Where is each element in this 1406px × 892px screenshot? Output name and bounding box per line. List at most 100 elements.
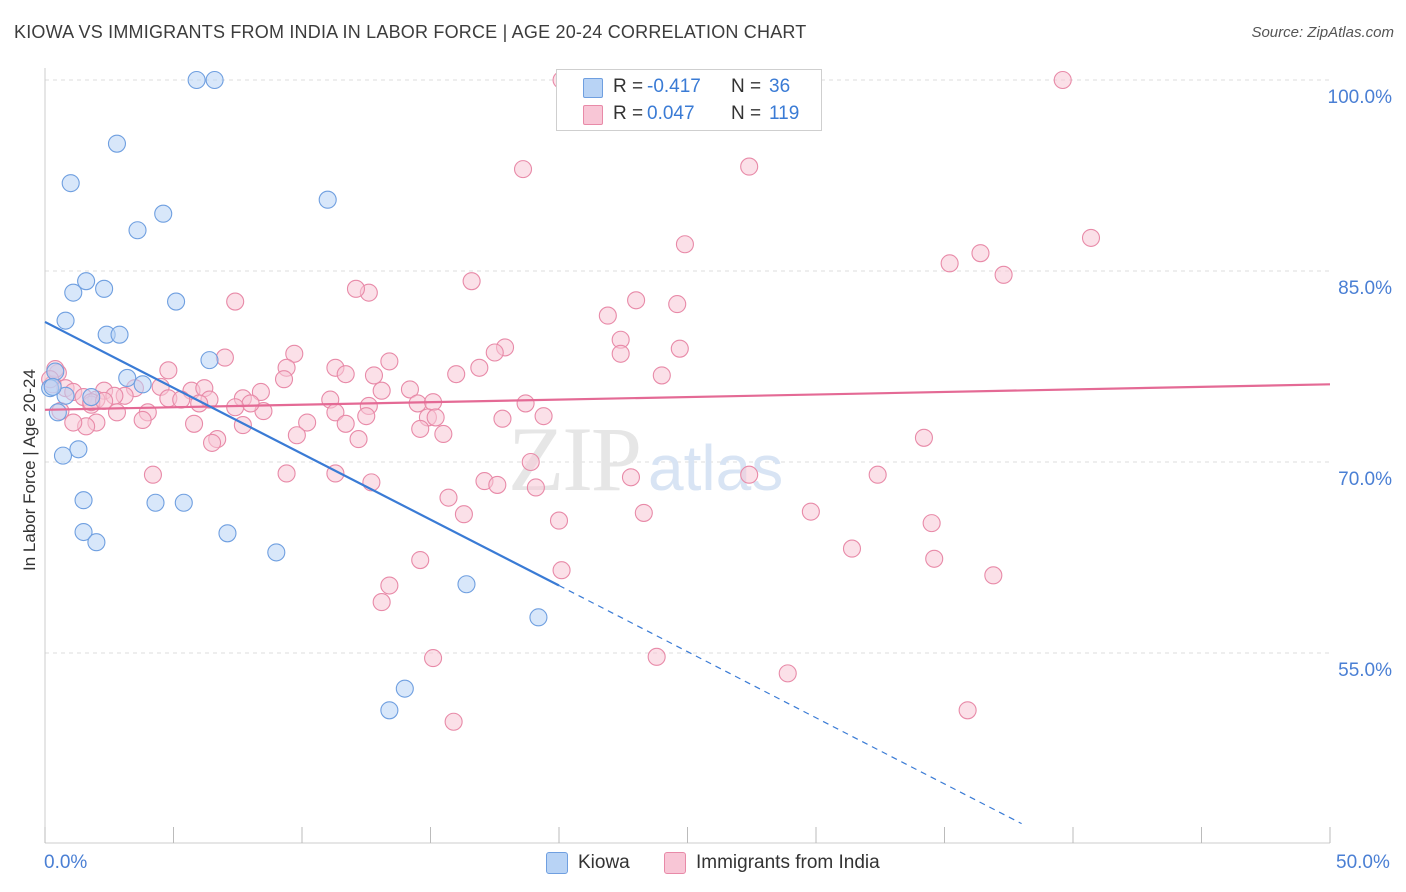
india-point: [485, 343, 504, 362]
kiowa-point: [267, 543, 286, 562]
r-label: R =: [613, 76, 644, 97]
y-tick-labels: 55.0% 70.0% 85.0% 100.0%: [1328, 87, 1393, 681]
india-point: [647, 647, 666, 666]
chart-title: KIOWA VS IMMIGRANTS FROM INDIA IN LABOR …: [14, 22, 807, 42]
grid-lines: [45, 79, 1330, 654]
kiowa-points: [41, 70, 548, 720]
india-point: [958, 701, 977, 720]
india-point: [143, 465, 162, 484]
india-point: [598, 306, 617, 325]
legend-item-india: Immigrants from India: [664, 852, 880, 874]
india-point: [298, 413, 317, 432]
india-point: [740, 157, 759, 176]
india-point: [842, 539, 862, 558]
india-point: [444, 712, 463, 731]
kiowa-trendline: [44, 320, 560, 587]
india-point: [215, 348, 234, 367]
india-point: [521, 452, 540, 472]
kiowa-point: [118, 368, 137, 388]
svg-text:atlas: atlas: [648, 432, 783, 504]
kiowa-point: [74, 491, 93, 510]
india-point: [346, 279, 366, 298]
india-point: [984, 566, 1003, 585]
india-point: [922, 514, 941, 533]
india-point: [400, 380, 419, 399]
kiowa-point: [46, 362, 65, 381]
india-point: [380, 576, 399, 595]
india-point: [64, 413, 83, 432]
trendlines: [44, 320, 1331, 825]
india-point: [434, 424, 453, 444]
kiowa-point: [87, 533, 106, 552]
india-point: [668, 295, 687, 314]
india-trendline: [44, 383, 1331, 411]
india-point: [424, 649, 443, 668]
source-credit: Source: ZipAtlas.com: [1251, 24, 1394, 41]
india-point: [336, 365, 355, 384]
x-max-label: 50.0%: [1336, 852, 1390, 873]
india-point: [925, 549, 944, 568]
india-point: [740, 465, 759, 484]
india-point: [801, 502, 820, 521]
india-point: [133, 410, 152, 430]
india-point: [971, 244, 990, 263]
india-point: [277, 464, 296, 483]
india-point: [185, 414, 204, 433]
stats-legend: R = -0.417 N = 36 R = 0.047 N = 119: [556, 69, 822, 131]
india-point: [226, 398, 245, 417]
india-point: [233, 416, 252, 435]
india-point: [675, 235, 694, 254]
axes: [44, 68, 1331, 844]
kiowa-point: [128, 221, 147, 240]
india-point: [251, 382, 270, 402]
series-legend: Kiowa Immigrants from India: [0, 852, 1406, 876]
r-value: -0.417: [647, 76, 701, 97]
kiowa-point: [187, 70, 206, 90]
india-point: [349, 430, 368, 449]
kiowa-point: [133, 375, 152, 394]
kiowa-point: [318, 190, 337, 209]
india-point: [778, 664, 797, 683]
kiowa-point: [53, 446, 73, 465]
india-point: [940, 254, 959, 273]
india-point: [159, 361, 178, 380]
kiowa-point: [110, 325, 129, 344]
india-point: [611, 344, 630, 363]
india-point: [274, 370, 294, 389]
n-value: 119: [769, 103, 800, 124]
kiowa-point: [529, 608, 548, 627]
india-point: [513, 160, 533, 179]
zipatlas-watermark: ZIP atlas: [508, 408, 783, 510]
india-point: [226, 292, 245, 311]
india-point: [454, 505, 473, 524]
india-point: [426, 408, 445, 427]
india-point: [868, 465, 887, 484]
kiowa-point: [43, 377, 62, 396]
india-point: [439, 488, 458, 507]
r-value: 0.047: [647, 103, 695, 124]
legend-item-kiowa: Kiowa: [546, 852, 630, 874]
n-label: N =: [731, 76, 762, 97]
india-point: [621, 468, 641, 487]
legend-india-label: Immigrants from India: [696, 852, 880, 873]
india-point: [516, 394, 535, 413]
india-point: [470, 358, 489, 377]
kiowa-point: [107, 134, 127, 153]
kiowa-point: [380, 701, 399, 720]
kiowa-point: [218, 524, 237, 543]
india-point: [336, 414, 355, 433]
india-point: [1053, 70, 1072, 90]
india-point: [549, 511, 569, 530]
kiowa-legend-swatch: [546, 852, 568, 874]
india-point: [670, 339, 689, 358]
india-point: [652, 366, 671, 385]
india-point: [462, 272, 481, 291]
kiowa-point: [48, 403, 67, 422]
kiowa-point: [167, 292, 186, 311]
kiowa-point: [200, 351, 219, 370]
india-swatch: [583, 105, 603, 125]
india-point: [526, 478, 545, 497]
kiowa-point: [154, 204, 173, 223]
y-tick-label: 55.0%: [1338, 660, 1392, 681]
